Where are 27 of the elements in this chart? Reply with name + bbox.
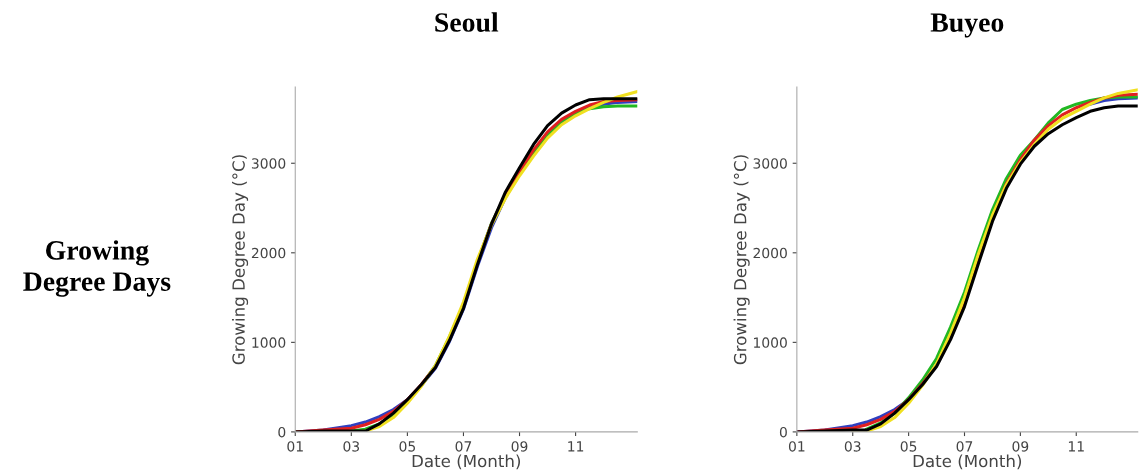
y-axis-title: Growing Degree Day (°C) xyxy=(231,155,249,365)
x-tick-label: 01 xyxy=(287,441,303,452)
y-tick-label: 0 xyxy=(779,426,787,438)
x-tick-label: 03 xyxy=(343,441,360,452)
chart-title: Seoul xyxy=(435,12,499,32)
x-tick-label: 09 xyxy=(1012,441,1029,452)
x-tick-label: 07 xyxy=(455,441,472,452)
x-tick-label: 11 xyxy=(568,441,584,452)
y-tick-label: 1000 xyxy=(252,337,286,348)
text: Growing Degree Days xyxy=(23,240,171,297)
y-tick-label: 2000 xyxy=(251,247,286,259)
y-tick-label: 2000 xyxy=(753,247,787,259)
y-tick-label: 3000 xyxy=(753,158,787,169)
y-tick-label: 1000 xyxy=(754,337,787,348)
x-tick-label: 11 xyxy=(1068,441,1084,452)
x-tick-label: 01 xyxy=(788,441,805,452)
x-tick-label: 07 xyxy=(956,441,973,452)
y-axis-title: Growing Degree Day (°C) xyxy=(733,155,750,365)
x-tick-label: 03 xyxy=(844,441,861,452)
chart-title: Buyeo xyxy=(930,13,1004,38)
y-tick-label: 0 xyxy=(278,426,286,438)
x-tick-label: 09 xyxy=(511,441,528,452)
y-tick-label: 3000 xyxy=(251,158,286,169)
x-axis-title: Date (Month) xyxy=(913,454,1022,470)
x-tick-label: 05 xyxy=(399,441,416,452)
x-tick-label: 05 xyxy=(900,441,917,452)
x-axis-title: Date (Month) xyxy=(412,454,521,470)
